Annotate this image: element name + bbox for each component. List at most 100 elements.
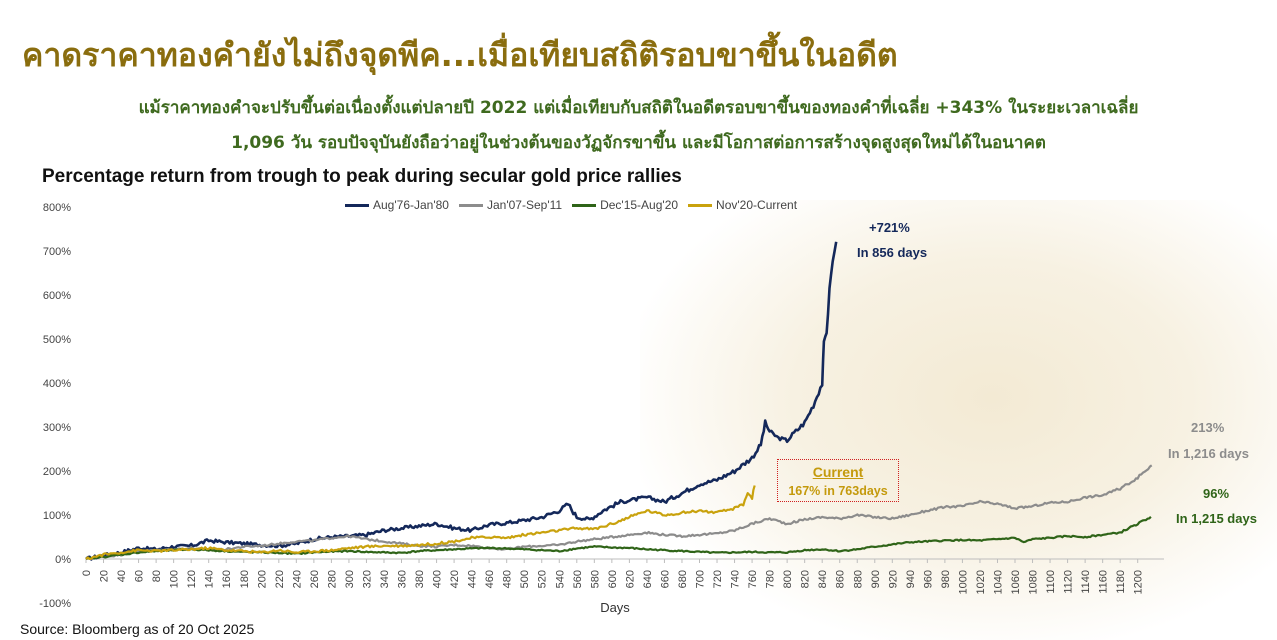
chart-legend: Aug'76-Jan'80 Jan'07-Sep'11 Dec'15-Aug'2… <box>345 198 797 212</box>
y-tick-label: 700% <box>43 246 71 258</box>
x-tick-label: 120 <box>186 570 198 588</box>
series-line-jan-07-sep-11 <box>85 464 1153 561</box>
legend-item-dec15: Dec'15-Aug'20 <box>572 198 678 212</box>
series-line-aug-76-jan-80 <box>85 241 838 561</box>
x-tick-label: 460 <box>484 570 496 588</box>
current-callout-box: Current 167% in 763days <box>777 459 899 502</box>
x-tick-label: 320 <box>361 570 373 588</box>
x-tick-label: 1160 <box>1098 570 1110 594</box>
page-headline: คาดราคาทองคำยังไม่ถึงจุดพีค...เมื่อเทียบ… <box>22 36 898 74</box>
x-tick-label: 220 <box>274 570 286 588</box>
legend-swatch-nov20 <box>688 203 713 207</box>
x-tick-label: 1080 <box>1028 570 1040 594</box>
legend-swatch-dec15 <box>572 203 597 207</box>
x-tick-label: 340 <box>379 570 391 588</box>
x-tick-label: 180 <box>239 570 251 588</box>
x-tick-label: 720 <box>712 570 724 588</box>
annotation-dec15-pct: 96% <box>1203 486 1230 501</box>
x-tick-label: 0 <box>81 570 93 576</box>
x-tick-label: 760 <box>747 570 759 588</box>
x-tick-label: 80 <box>151 570 163 582</box>
x-tick-label: 680 <box>677 570 689 588</box>
x-tick-label: 260 <box>309 570 321 588</box>
legend-label-jan07: Jan'07-Sep'11 <box>486 198 563 212</box>
x-tick-label: 60 <box>134 570 146 582</box>
x-tick-label: 840 <box>817 570 829 588</box>
annotation-dec15-days: In 1,215 days <box>1176 511 1257 526</box>
x-tick-label: 780 <box>765 570 777 588</box>
y-tick-label: 100% <box>43 510 71 522</box>
x-tick-label: 800 <box>782 570 794 588</box>
x-tick-label: 1180 <box>1115 570 1127 594</box>
x-tick-label: 160 <box>221 570 233 588</box>
source-footnote: Source: Bloomberg as of 20 Oct 2025 <box>20 621 255 637</box>
x-tick-label: 1100 <box>1045 570 1057 594</box>
annotation-aug76-pct: +721% <box>869 220 910 235</box>
x-tick-label: 280 <box>326 570 338 588</box>
x-tick-label: 360 <box>397 570 409 588</box>
x-tick-label: 400 <box>432 570 444 588</box>
x-tick-label: 140 <box>204 570 216 588</box>
x-tick-label: 520 <box>537 570 549 588</box>
x-tick-label: 1040 <box>992 570 1004 594</box>
y-tick-label: 400% <box>43 378 71 390</box>
x-tick-label: 580 <box>589 570 601 588</box>
x-tick-label: 200 <box>256 570 268 588</box>
current-callout-sub: 167% in 763days <box>788 484 888 498</box>
x-tick-label: 900 <box>870 570 882 588</box>
x-tick-label: 600 <box>607 570 619 588</box>
legend-item-nov20: Nov'20-Current <box>688 198 797 212</box>
x-tick-label: 740 <box>730 570 742 588</box>
chart-title: Percentage return from trough to peak du… <box>42 166 682 187</box>
x-tick-label: 560 <box>572 570 584 588</box>
x-tick-label: 440 <box>467 570 479 588</box>
x-tick-label: 960 <box>922 570 934 588</box>
x-tick-label: 1200 <box>1133 570 1145 594</box>
series-line-nov-20-current <box>85 485 756 561</box>
legend-item-aug76: Aug'76-Jan'80 <box>345 198 449 212</box>
x-tick-label: 700 <box>694 570 706 588</box>
series-line-dec-15-aug-20 <box>85 515 1152 560</box>
y-tick-label: 500% <box>43 334 71 346</box>
x-tick-label: 640 <box>642 570 654 588</box>
x-tick-label: 880 <box>852 570 864 588</box>
annotation-jan07-pct: 213% <box>1191 420 1225 435</box>
x-tick-label: 980 <box>940 570 952 588</box>
y-tick-label: 800% <box>43 202 71 214</box>
y-tick-label: -100% <box>39 598 71 610</box>
x-tick-label: 940 <box>905 570 917 588</box>
x-tick-label: 20 <box>99 570 111 582</box>
legend-item-jan07: Jan'07-Sep'11 <box>458 198 563 212</box>
page-subline-1: แม้ราคาทองคำจะปรับขึ้นต่อเนื่องตั้งแต่ปล… <box>138 98 1139 118</box>
x-tick-label: 420 <box>449 570 461 588</box>
x-tick-label: 1000 <box>957 570 969 594</box>
legend-swatch-aug76 <box>345 203 369 207</box>
x-tick-label: 100 <box>169 570 181 588</box>
legend-label-dec15: Dec'15-Aug'20 <box>600 198 679 212</box>
y-tick-label: 600% <box>43 290 71 302</box>
page-subline-2: 1,096 วัน รอบปัจจุบันยังถือว่าอยู่ในช่วง… <box>231 133 1046 153</box>
annotation-jan07-days: In 1,216 days <box>1168 446 1249 461</box>
current-callout-label: Current <box>812 464 864 480</box>
x-tick-label: 660 <box>659 570 671 588</box>
x-tick-label: 1120 <box>1063 570 1075 594</box>
y-tick-label: 200% <box>43 466 71 478</box>
x-tick-label: 620 <box>624 570 636 588</box>
x-tick-label: 540 <box>554 570 566 588</box>
x-tick-label: 300 <box>344 570 356 588</box>
y-tick-label: 0% <box>55 554 71 566</box>
x-tick-label: 820 <box>800 570 812 588</box>
x-tick-label: 860 <box>835 570 847 588</box>
x-tick-label: 240 <box>291 570 303 588</box>
legend-swatch-jan07 <box>458 203 483 207</box>
legend-label-nov20: Nov'20-Current <box>716 198 798 212</box>
x-tick-label: 380 <box>414 570 426 588</box>
x-tick-label: 40 <box>116 570 128 582</box>
annotation-aug76-days: In 856 days <box>857 245 928 260</box>
y-tick-label: 300% <box>43 422 71 434</box>
x-tick-label: 500 <box>519 570 531 588</box>
x-tick-label: 1020 <box>975 570 987 594</box>
x-tick-label: 1060 <box>1010 570 1022 594</box>
x-axis-label: Days <box>600 600 630 615</box>
